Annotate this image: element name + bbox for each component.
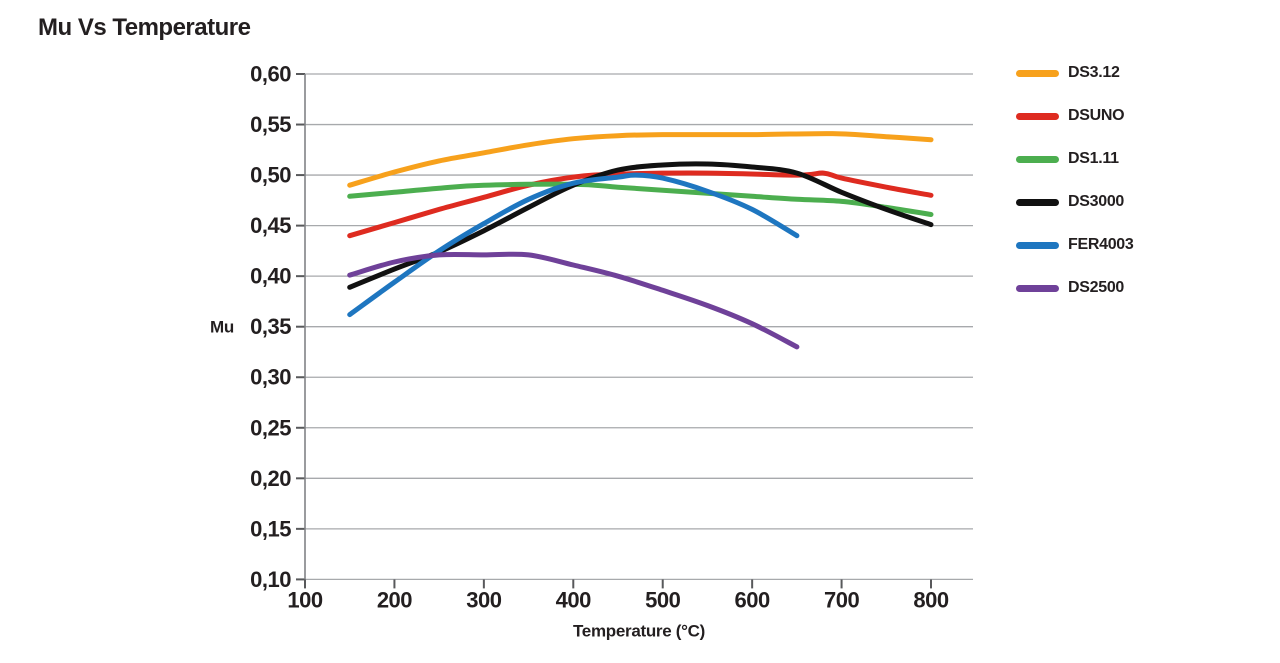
legend-swatch-icon — [1016, 284, 1059, 292]
legend-swatch-icon — [1016, 112, 1059, 120]
series-line-DSUNO — [347, 170, 934, 239]
legend-swatch-icon — [1016, 198, 1059, 206]
x-tick-label: 100 — [287, 587, 322, 612]
legend-swatch-icon — [1016, 155, 1059, 163]
x-tick-label: 500 — [645, 587, 680, 612]
legend-label: FER4003 — [1068, 236, 1134, 253]
x-tick-label: 300 — [466, 587, 501, 612]
x-tick-label: 600 — [735, 587, 770, 612]
legend-swatch-icon — [1016, 241, 1059, 249]
y-tick-label: 0,10 — [250, 567, 291, 592]
y-axis-title: Mu — [210, 318, 234, 337]
y-tick-label: 0,45 — [250, 213, 291, 238]
series-line-DS2500 — [347, 251, 800, 350]
legend-label: DS3.12 — [1068, 64, 1120, 81]
y-tick-label: 0,50 — [250, 163, 291, 188]
legend-label: DSUNO — [1068, 107, 1125, 124]
x-tick-label: 200 — [377, 587, 412, 612]
x-tick-label: 700 — [824, 587, 859, 612]
legend-item-FER4003: FER4003 — [1016, 236, 1134, 253]
y-tick-label: 0,55 — [250, 112, 291, 137]
series-line-DS3.12 — [347, 131, 934, 188]
legend-item-DS2500: DS2500 — [1016, 279, 1134, 296]
x-axis-title: Temperature (°C) — [573, 621, 705, 640]
y-tick-label: 0,15 — [250, 516, 291, 541]
legend-label: DS2500 — [1068, 279, 1125, 296]
y-tick-label: 0,60 — [250, 62, 291, 87]
series-line-DS1.11 — [347, 181, 934, 217]
legend-item-DS3.12: DS3.12 — [1016, 64, 1134, 81]
legend-item-DS1.11: DS1.11 — [1016, 150, 1134, 167]
chart-title: Mu Vs Temperature — [38, 14, 251, 41]
legend-item-DSUNO: DSUNO — [1016, 107, 1134, 124]
legend-label: DS1.11 — [1068, 150, 1119, 167]
legend-swatch-icon — [1016, 69, 1059, 77]
x-tick-label: 400 — [556, 587, 591, 612]
y-tick-label: 0,30 — [250, 365, 291, 390]
y-tick-label: 0,40 — [250, 264, 291, 289]
y-tick-label: 0,35 — [250, 314, 291, 339]
x-tick-label: 800 — [913, 587, 948, 612]
y-tick-label: 0,20 — [250, 466, 291, 491]
y-tick-label: 0,25 — [250, 415, 291, 440]
legend-item-DS3000: DS3000 — [1016, 193, 1134, 210]
chart-legend: DS3.12 DSUNO DS1.11 DS3000 FER4003 DS2500 — [1016, 64, 1134, 296]
legend-label: DS3000 — [1068, 193, 1125, 210]
